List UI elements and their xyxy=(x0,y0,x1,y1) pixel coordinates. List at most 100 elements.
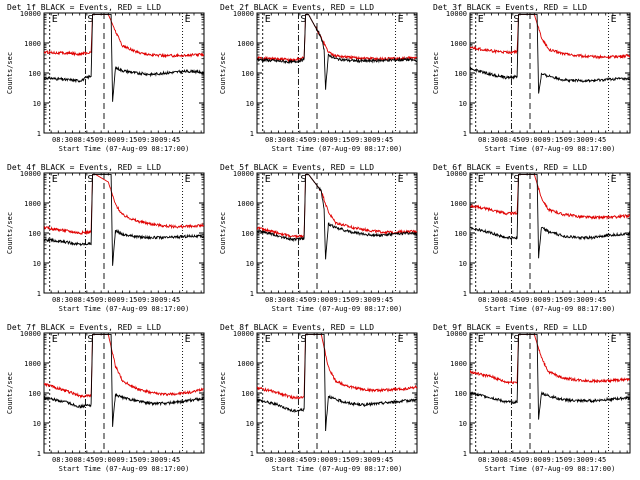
chart-panel-7: Det 7f BLACK = Events, RED = LLD 1 10 100 10… xyxy=(0,320,213,480)
time-marker-letter: S xyxy=(513,174,519,185)
plot-frame xyxy=(43,172,205,294)
y-tick-label: 100 xyxy=(28,390,41,398)
y-tick-label: 100 xyxy=(454,390,467,398)
y-tick-label: 1 xyxy=(37,290,41,298)
x-tick-label: 08:45 xyxy=(73,296,94,304)
x-tick-label: 08:30 xyxy=(52,296,73,304)
y-axis-label: Counts/sec xyxy=(6,372,14,414)
x-tick-label: 08:30 xyxy=(478,456,499,464)
chart-title: Det 3f BLACK = Events, RED = LLD xyxy=(433,3,587,12)
y-tick-label: 100 xyxy=(454,230,467,238)
time-marker-letter: E xyxy=(52,174,58,185)
x-tick-label: 08:45 xyxy=(286,296,307,304)
x-tick-label: 09:15 xyxy=(542,136,563,144)
chart-title: Det 5f BLACK = Events, RED = LLD xyxy=(220,163,374,172)
x-tick-label: 09:30 xyxy=(138,296,159,304)
plot-frame xyxy=(256,12,418,134)
events-series-line xyxy=(44,13,204,102)
chart-title: Det 6f BLACK = Events, RED = LLD xyxy=(433,163,587,172)
y-tick-label: 1000 xyxy=(24,40,41,48)
y-tick-label: 10 xyxy=(246,260,254,268)
x-tick-label: 08:30 xyxy=(52,456,73,464)
time-marker-letter: E xyxy=(265,174,271,185)
x-tick-label: 09:15 xyxy=(542,296,563,304)
y-tick-label: 100 xyxy=(28,70,41,78)
time-marker-letter: E xyxy=(478,14,484,25)
x-axis-label: Start Time (07-Aug-09 08:17:00) xyxy=(59,305,190,313)
x-tick-label: 09:30 xyxy=(138,136,159,144)
chart-title: Det 9f BLACK = Events, RED = LLD xyxy=(433,323,587,332)
x-tick-label: 09:15 xyxy=(116,296,137,304)
x-axis-label: Start Time (07-Aug-09 08:17:00) xyxy=(485,145,616,153)
y-tick-label: 1000 xyxy=(24,200,41,208)
y-tick-label: 10 xyxy=(246,420,254,428)
y-tick-label: 10 xyxy=(246,100,254,108)
x-tick-label: 09:45 xyxy=(585,456,606,464)
y-axis-label: Counts/sec xyxy=(432,372,440,414)
x-tick-label: 09:00 xyxy=(308,136,329,144)
chart-svg: Det 1f BLACK = Events, RED = LLD 1 10 100 10… xyxy=(6,3,205,153)
y-tick-label: 10000 xyxy=(20,10,41,18)
chart-svg: Det 4f BLACK = Events, RED = LLD 1 10 100 10… xyxy=(6,163,205,313)
x-tick-label: 09:45 xyxy=(372,296,393,304)
x-tick-label: 09:00 xyxy=(521,296,542,304)
y-tick-label: 1000 xyxy=(450,200,467,208)
y-tick-label: 1 xyxy=(463,290,467,298)
time-marker-letter: E xyxy=(185,334,191,345)
lld-series-line xyxy=(44,13,204,59)
x-tick-label: 09:30 xyxy=(138,456,159,464)
x-tick-label: 08:30 xyxy=(265,296,286,304)
lld-series-line xyxy=(470,173,630,221)
y-tick-label: 100 xyxy=(241,230,254,238)
y-tick-label: 10000 xyxy=(446,330,467,338)
time-marker-letter: S xyxy=(513,14,519,25)
chart-svg: Det 8f BLACK = Events, RED = LLD 1 10 100 10… xyxy=(219,323,418,473)
y-tick-label: 10 xyxy=(459,260,467,268)
chart-panel-1: Det 1f BLACK = Events, RED = LLD 1 10 100 10… xyxy=(0,0,213,160)
chart-svg: Det 6f BLACK = Events, RED = LLD 1 10 100 10… xyxy=(432,163,631,313)
x-tick-label: 09:15 xyxy=(542,456,563,464)
y-tick-label: 10000 xyxy=(233,330,254,338)
events-series-line xyxy=(470,173,630,259)
time-marker-letter: E xyxy=(185,174,191,185)
x-tick-label: 09:45 xyxy=(159,296,180,304)
events-series-line xyxy=(470,333,630,420)
x-tick-label: 08:30 xyxy=(478,296,499,304)
y-axis-label: Counts/sec xyxy=(219,212,227,254)
x-axis-label: Start Time (07-Aug-09 08:17:00) xyxy=(485,305,616,313)
chart-panel-4: Det 4f BLACK = Events, RED = LLD 1 10 100 10… xyxy=(0,160,213,320)
chart-title: Det 7f BLACK = Events, RED = LLD xyxy=(7,323,161,332)
time-marker-letter: S xyxy=(87,334,93,345)
time-marker-letter: S xyxy=(87,14,93,25)
x-tick-label: 09:45 xyxy=(372,456,393,464)
plot-frame xyxy=(469,332,631,454)
x-tick-label: 09:00 xyxy=(95,296,116,304)
x-tick-label: 09:00 xyxy=(308,296,329,304)
y-tick-label: 1 xyxy=(250,130,254,138)
chart-panel-3: Det 3f BLACK = Events, RED = LLD 1 10 100 10… xyxy=(426,0,639,160)
plot-frame xyxy=(256,332,418,454)
x-tick-label: 08:30 xyxy=(265,456,286,464)
chart-title: Det 2f BLACK = Events, RED = LLD xyxy=(220,3,374,12)
y-tick-label: 1 xyxy=(463,450,467,458)
y-axis-label: Counts/sec xyxy=(432,212,440,254)
chart-svg: Det 5f BLACK = Events, RED = LLD 1 10 100 10… xyxy=(219,163,418,313)
chart-panel-6: Det 6f BLACK = Events, RED = LLD 1 10 100 10… xyxy=(426,160,639,320)
x-tick-label: 09:30 xyxy=(351,456,372,464)
x-axis-label: Start Time (07-Aug-09 08:17:00) xyxy=(59,145,190,153)
chart-svg: Det 7f BLACK = Events, RED = LLD 1 10 100 10… xyxy=(6,323,205,473)
y-tick-label: 10 xyxy=(459,100,467,108)
events-series-line xyxy=(257,173,417,260)
x-tick-label: 09:30 xyxy=(351,136,372,144)
lld-series-line xyxy=(257,333,417,400)
y-tick-label: 10 xyxy=(459,420,467,428)
x-axis-label: Start Time (07-Aug-09 08:17:00) xyxy=(59,465,190,473)
x-tick-label: 09:15 xyxy=(329,136,350,144)
x-tick-label: 09:15 xyxy=(329,296,350,304)
time-marker-letter: E xyxy=(265,334,271,345)
x-tick-label: 08:30 xyxy=(478,136,499,144)
plot-frame xyxy=(469,12,631,134)
x-tick-label: 09:00 xyxy=(308,456,329,464)
y-axis-label: Counts/sec xyxy=(432,52,440,94)
x-tick-label: 09:15 xyxy=(116,456,137,464)
